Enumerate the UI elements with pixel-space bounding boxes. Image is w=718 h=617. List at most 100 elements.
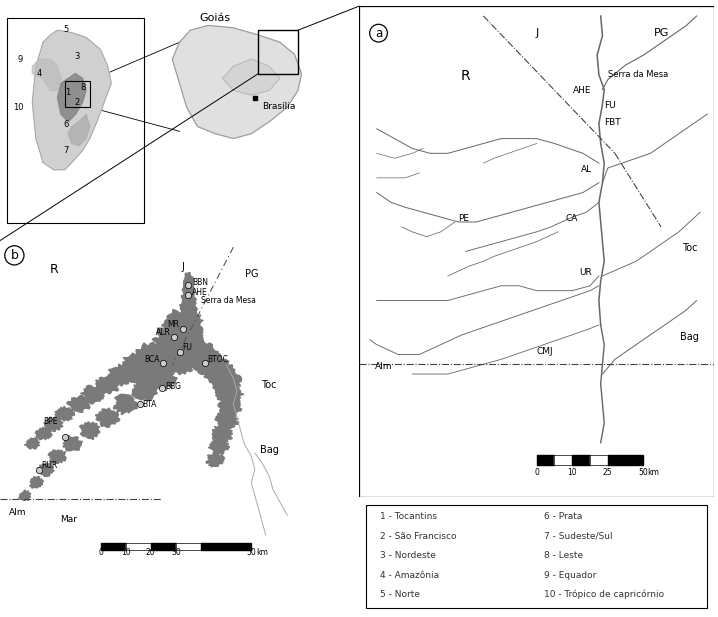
Text: BBN: BBN — [192, 278, 208, 287]
Text: 6: 6 — [64, 120, 69, 128]
Polygon shape — [208, 439, 230, 455]
Polygon shape — [184, 292, 194, 310]
Polygon shape — [148, 342, 182, 368]
Text: Alm: Alm — [375, 362, 393, 371]
Polygon shape — [169, 342, 202, 369]
Polygon shape — [80, 386, 105, 404]
Polygon shape — [183, 285, 193, 299]
Text: 5 - Norte: 5 - Norte — [380, 590, 420, 599]
Text: 3: 3 — [75, 52, 80, 61]
Polygon shape — [157, 321, 203, 352]
Polygon shape — [223, 59, 280, 95]
Polygon shape — [29, 476, 44, 488]
Text: R: R — [50, 263, 58, 276]
Polygon shape — [123, 364, 157, 386]
Polygon shape — [67, 395, 90, 413]
Polygon shape — [182, 281, 195, 298]
Polygon shape — [122, 353, 150, 376]
Text: km: km — [256, 549, 269, 557]
Polygon shape — [180, 298, 197, 320]
Text: 9 - Equador: 9 - Equador — [544, 571, 596, 579]
Polygon shape — [184, 310, 193, 323]
Text: 25: 25 — [603, 468, 612, 476]
Text: 10: 10 — [121, 549, 131, 557]
Text: R: R — [461, 68, 470, 83]
Text: CMJ: CMJ — [536, 347, 554, 357]
Polygon shape — [55, 406, 75, 421]
Polygon shape — [215, 411, 238, 430]
Polygon shape — [212, 424, 233, 443]
Polygon shape — [208, 363, 237, 387]
Polygon shape — [184, 315, 193, 328]
Text: FU: FU — [182, 343, 192, 352]
Text: Toc: Toc — [682, 244, 697, 254]
Polygon shape — [134, 342, 167, 368]
Polygon shape — [62, 435, 83, 451]
Polygon shape — [177, 308, 200, 331]
Text: km: km — [647, 468, 658, 476]
Polygon shape — [183, 300, 194, 315]
Polygon shape — [48, 450, 66, 464]
Bar — [7, 19, 144, 223]
Text: 10: 10 — [567, 468, 577, 476]
Text: 0: 0 — [98, 549, 103, 557]
Text: FU: FU — [605, 101, 616, 110]
Text: AL: AL — [581, 165, 592, 174]
Polygon shape — [137, 353, 170, 376]
Text: PG: PG — [245, 268, 258, 279]
Polygon shape — [182, 290, 196, 310]
Text: 2 - São Francisco: 2 - São Francisco — [380, 532, 457, 540]
Polygon shape — [183, 277, 193, 289]
Text: 2: 2 — [75, 98, 80, 107]
Polygon shape — [172, 25, 302, 138]
Text: 4 - Amazônia: 4 - Amazônia — [380, 571, 439, 579]
Text: BPE: BPE — [43, 416, 57, 426]
Text: 10: 10 — [13, 103, 23, 112]
Polygon shape — [183, 291, 193, 305]
Text: 6 - Prata: 6 - Prata — [544, 512, 582, 521]
Text: 8: 8 — [80, 83, 85, 93]
Text: 9: 9 — [17, 55, 22, 64]
Polygon shape — [57, 73, 86, 122]
Polygon shape — [218, 397, 242, 417]
Polygon shape — [186, 343, 218, 368]
Polygon shape — [95, 374, 121, 394]
Text: Toc: Toc — [261, 380, 277, 390]
Text: 10 - Trópico de capricórnio: 10 - Trópico de capricórnio — [544, 590, 664, 599]
Text: 7: 7 — [64, 146, 69, 155]
Text: BTA: BTA — [142, 400, 157, 410]
Bar — [258, 30, 298, 73]
Text: 50: 50 — [638, 468, 648, 476]
Polygon shape — [182, 295, 195, 313]
Text: 5: 5 — [64, 25, 69, 33]
Text: Serra da Mesa: Serra da Mesa — [607, 70, 668, 80]
Polygon shape — [165, 325, 203, 354]
Text: Alm: Alm — [9, 508, 27, 517]
Text: Goiás: Goiás — [200, 12, 231, 23]
Text: Serra da Mesa: Serra da Mesa — [201, 296, 256, 305]
Text: a: a — [375, 27, 382, 39]
Text: 1: 1 — [65, 88, 71, 97]
Polygon shape — [183, 306, 192, 321]
Text: 50: 50 — [246, 549, 256, 557]
Polygon shape — [193, 349, 224, 375]
Polygon shape — [183, 278, 194, 294]
Polygon shape — [183, 310, 194, 328]
Text: 7 - Sudeste/Sul: 7 - Sudeste/Sul — [544, 532, 612, 540]
Polygon shape — [45, 417, 63, 431]
Text: 0: 0 — [534, 468, 539, 476]
Polygon shape — [184, 282, 194, 297]
Polygon shape — [131, 380, 157, 401]
Polygon shape — [184, 304, 193, 317]
Polygon shape — [95, 408, 120, 428]
Polygon shape — [19, 490, 31, 500]
Polygon shape — [213, 375, 241, 402]
Text: Bag: Bag — [260, 445, 279, 455]
Text: BTOC: BTOC — [208, 355, 228, 363]
Polygon shape — [38, 463, 55, 476]
Text: 30: 30 — [171, 549, 181, 557]
Polygon shape — [184, 288, 193, 303]
Polygon shape — [195, 352, 226, 379]
Polygon shape — [162, 307, 203, 342]
Text: 1 - Tocantins: 1 - Tocantins — [380, 512, 437, 521]
